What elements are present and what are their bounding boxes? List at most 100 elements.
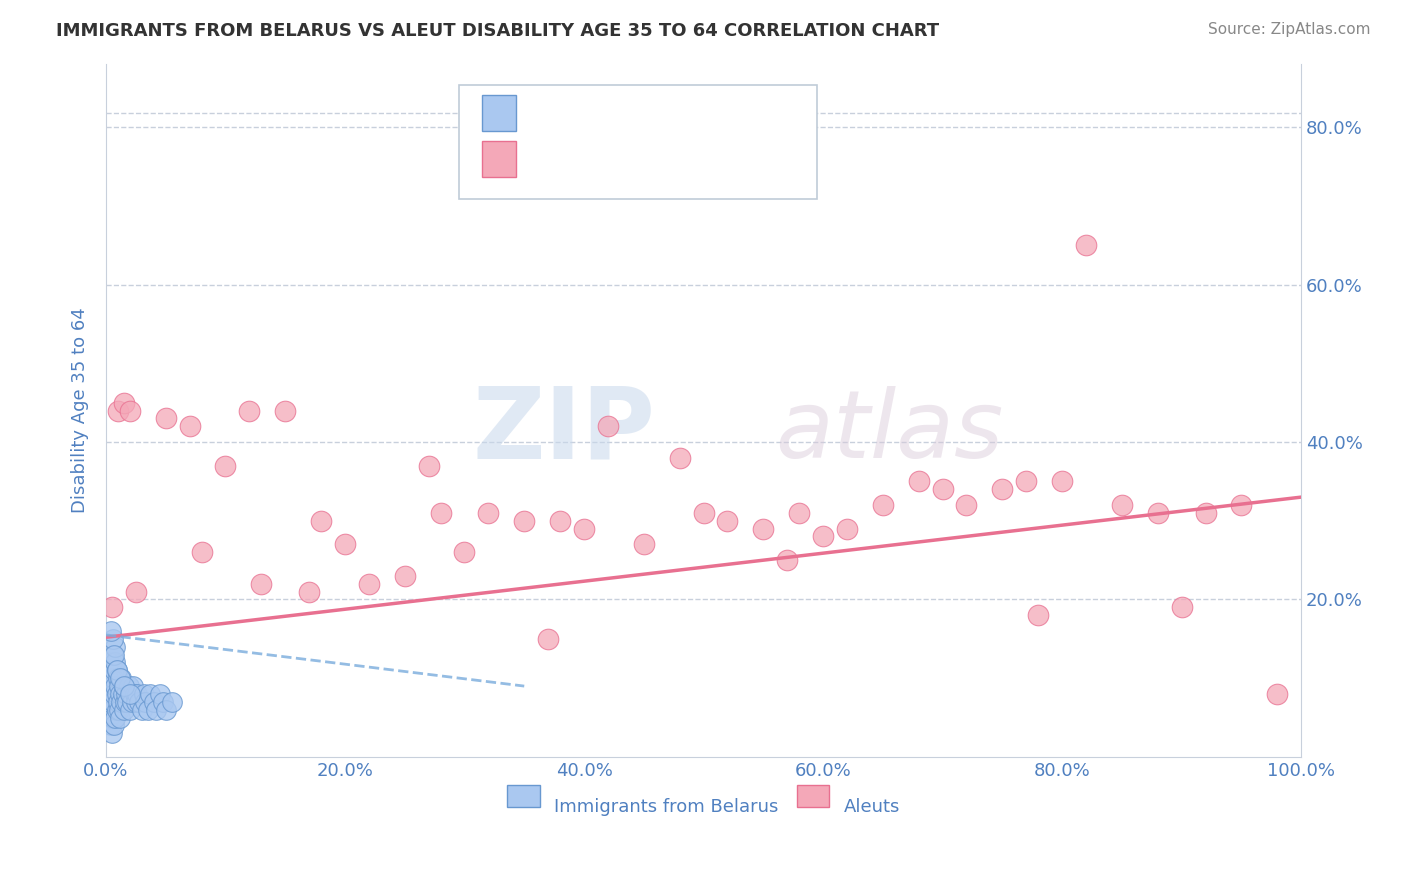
Point <box>101 710 124 724</box>
Point <box>357 576 380 591</box>
Point <box>309 514 332 528</box>
Point <box>429 506 451 520</box>
Point <box>107 695 129 709</box>
Point <box>1230 498 1253 512</box>
Point <box>298 584 321 599</box>
Point <box>124 687 146 701</box>
Point <box>1265 687 1288 701</box>
Point <box>128 695 150 709</box>
Point <box>572 522 595 536</box>
Point <box>931 482 953 496</box>
Point <box>101 695 124 709</box>
Point <box>190 545 212 559</box>
Point <box>115 687 138 701</box>
Point <box>111 687 134 701</box>
Point <box>104 679 127 693</box>
Point <box>152 695 174 709</box>
Point <box>101 648 124 662</box>
Point <box>776 553 799 567</box>
Point <box>453 545 475 559</box>
Point <box>112 679 135 693</box>
Point <box>835 522 858 536</box>
Text: ZIP: ZIP <box>472 383 655 480</box>
Point <box>907 475 929 489</box>
Point <box>1074 238 1097 252</box>
Point <box>110 671 132 685</box>
Legend: Immigrants from Belarus, Aleuts: Immigrants from Belarus, Aleuts <box>501 788 907 824</box>
Point <box>97 703 120 717</box>
Point <box>716 514 738 528</box>
Point <box>101 679 124 693</box>
Point <box>477 506 499 520</box>
Point <box>121 695 143 709</box>
Point <box>101 656 124 670</box>
Point <box>110 687 132 701</box>
Point <box>1111 498 1133 512</box>
Point <box>1170 600 1192 615</box>
Point <box>811 529 834 543</box>
Point <box>179 419 201 434</box>
Point <box>136 703 159 717</box>
Point <box>787 506 810 520</box>
Point <box>101 600 124 615</box>
Point <box>101 671 124 685</box>
Point <box>100 687 122 701</box>
Point <box>333 537 356 551</box>
Point <box>118 687 141 701</box>
Point <box>1146 506 1168 520</box>
Point <box>105 703 128 717</box>
Point <box>139 687 162 701</box>
Point <box>100 624 122 638</box>
FancyBboxPatch shape <box>482 95 516 131</box>
Point <box>98 710 121 724</box>
Point <box>101 632 124 646</box>
Point <box>238 403 260 417</box>
Point <box>134 687 156 701</box>
Point <box>160 695 183 709</box>
Point <box>633 537 655 551</box>
Point <box>114 695 136 709</box>
Point <box>98 656 121 670</box>
Point <box>149 687 172 701</box>
Point <box>250 576 273 591</box>
Point <box>107 403 129 417</box>
Point <box>97 671 120 685</box>
Text: IMMIGRANTS FROM BELARUS VS ALEUT DISABILITY AGE 35 TO 64 CORRELATION CHART: IMMIGRANTS FROM BELARUS VS ALEUT DISABIL… <box>56 22 939 40</box>
Point <box>101 703 124 717</box>
Point <box>110 695 132 709</box>
Point <box>110 710 132 724</box>
Point <box>1015 475 1038 489</box>
Point <box>112 395 135 409</box>
Y-axis label: Disability Age 35 to 64: Disability Age 35 to 64 <box>72 308 89 514</box>
Point <box>418 458 440 473</box>
FancyBboxPatch shape <box>482 141 516 177</box>
Point <box>112 679 135 693</box>
Point <box>125 687 148 701</box>
Point <box>1050 475 1073 489</box>
Text: Source: ZipAtlas.com: Source: ZipAtlas.com <box>1208 22 1371 37</box>
Point <box>991 482 1014 496</box>
Point <box>145 703 167 717</box>
Point <box>513 514 536 528</box>
Point <box>214 458 236 473</box>
Point <box>103 664 125 678</box>
Point <box>692 506 714 520</box>
Point <box>668 450 690 465</box>
Point <box>110 671 132 685</box>
Point <box>103 687 125 701</box>
Point <box>125 695 148 709</box>
Point <box>107 671 129 685</box>
Point <box>104 710 127 724</box>
Point <box>537 632 560 646</box>
Point <box>118 403 141 417</box>
Point <box>131 703 153 717</box>
Point <box>105 664 128 678</box>
Point <box>955 498 977 512</box>
Point <box>394 569 416 583</box>
Point <box>108 703 131 717</box>
Point <box>96 687 118 701</box>
Point <box>752 522 775 536</box>
Point <box>112 703 135 717</box>
Point <box>103 718 125 732</box>
Point <box>101 726 124 740</box>
